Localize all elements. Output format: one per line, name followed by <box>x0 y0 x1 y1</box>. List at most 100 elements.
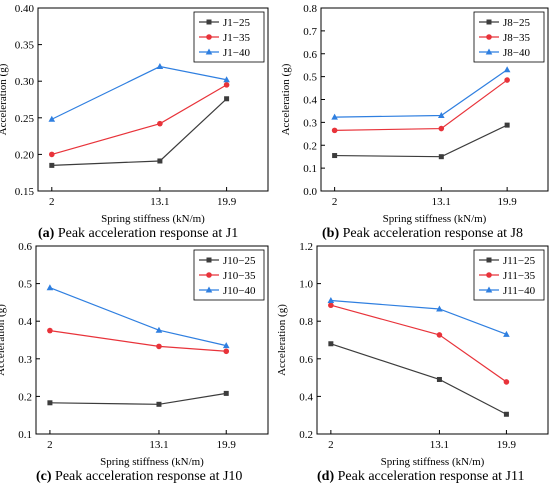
caption-b-text: Peak acceleration response at J8 <box>339 226 523 241</box>
chart-a-xtick-label: 13.1 <box>150 196 169 208</box>
chart-b-legend-label: J8−25 <box>503 17 530 29</box>
chart-a-series-2-point <box>49 151 55 158</box>
chart-a-ytick-label: 0.20 <box>15 149 35 161</box>
caption-d-letter: (d) <box>317 469 335 484</box>
chart-d-legend-swatch-marker <box>486 272 492 278</box>
chart-b-legend-label: J8−40 <box>503 47 530 59</box>
chart-d-legend-swatch-marker <box>485 286 493 293</box>
chart-b-series-2-point <box>331 127 338 134</box>
chart-b-xlabel: Spring stiffness (kN/m) <box>383 213 487 225</box>
caption-a-letter: (a) <box>38 226 55 241</box>
chart-a-series-2-point <box>223 82 230 88</box>
chart-c-legend-swatch-marker <box>205 286 213 293</box>
caption-c: (c) Peak acceleration response at J10 <box>36 469 242 485</box>
chart-b-series-3-line <box>334 69 508 118</box>
chart-c-legend-label: J10−35 <box>223 270 256 282</box>
chart-b-series-1-point <box>504 122 510 128</box>
chart-c-series-2-line <box>49 330 227 352</box>
chart-b-series-2-point <box>438 125 445 132</box>
chart-c-series-1-point <box>47 400 53 406</box>
chart-d-xtick-label: 13.1 <box>430 439 449 451</box>
caption-a-text: Peak acceleration response at J1 <box>54 226 239 241</box>
chart-b-xtick-label: 13.1 <box>432 196 451 208</box>
chart-b-ylabel: Acceleration (g) <box>280 63 292 135</box>
chart-b-series-3-point <box>503 66 511 73</box>
caption-a: (a) Peak acceleration response at J1 <box>38 226 238 242</box>
chart-d-series-1-point <box>503 411 509 417</box>
chart-b-series-1-point <box>438 154 444 160</box>
chart-b-ytick-label: 0.6 <box>303 49 317 61</box>
chart-b-series-3-point <box>438 112 445 119</box>
chart-a-legend: J1−25 J1−35 J1−40 <box>193 11 265 63</box>
chart-c-series-3-point <box>222 342 230 349</box>
chart-c-legend-label: J10−25 <box>223 255 256 267</box>
chart-c-xtick-label: 19.9 <box>217 439 237 451</box>
chart-c-series-3-point <box>46 284 54 291</box>
chart-a-legend-label: J1−40 <box>223 47 250 59</box>
chart-d-legend-label: J11−40 <box>503 285 536 297</box>
chart-a-ytick-label: 0.30 <box>15 76 35 88</box>
chart-c-legend-label: J10−40 <box>223 285 256 297</box>
chart-d-series-2-point <box>436 332 443 338</box>
chart-a-series-1-point <box>157 158 163 164</box>
chart-a-series-1-point <box>224 96 230 102</box>
chart-a-ytick-label: 0.40 <box>15 3 35 15</box>
chart-d-ytick-label: 0.8 <box>299 316 313 328</box>
chart-c-ytick-label: 0.4 <box>18 316 32 328</box>
chart-b-series-1-point <box>332 153 338 159</box>
chart-c: 0.1 0.2 0.3 0.4 0.5 0.6 2 13.1 19.9 Spring stiffn… <box>0 241 269 468</box>
chart-a-ylabel: Acceleration (g) <box>0 63 9 135</box>
chart-a-legend-label: J1−35 <box>223 32 250 44</box>
chart-b-xtick-label: 19.9 <box>498 196 518 208</box>
chart-b-ytick-label: 0.7 <box>303 26 317 38</box>
chart-b-ytick-label: 0.0 <box>303 186 317 198</box>
chart-c-ytick-label: 0.3 <box>18 354 32 366</box>
chart-c-legend: J10−25 J10−35 J10−40 <box>193 249 265 301</box>
chart-c-ytick-label: 0.1 <box>18 429 32 441</box>
chart-b-ytick-label: 0.8 <box>303 3 317 15</box>
chart-d-ylabel: Acceleration (g) <box>276 304 288 376</box>
chart-c-series-2-point <box>47 327 53 334</box>
chart-c-ylabel: Acceleration (g) <box>0 304 7 376</box>
chart-d-series-3-point <box>436 305 443 312</box>
chart-c-xlabel: Spring stiffness (kN/m) <box>100 456 204 468</box>
chart-b-legend: J8−25 J8−35 J8−40 <box>473 11 545 63</box>
chart-a-xtick-label: 2 <box>49 196 55 208</box>
caption-c-letter: (c) <box>36 469 52 484</box>
chart-a-series-1-point <box>49 162 55 168</box>
chart-a-frame <box>37 7 269 192</box>
chart-d-legend-swatch-marker <box>486 257 492 263</box>
caption-d-text: Peak acceleration response at J11 <box>334 469 525 484</box>
chart-b-ytick-label: 0.5 <box>303 72 317 84</box>
chart-c-series-1-point <box>156 401 162 407</box>
chart-a-legend-label: J1−25 <box>223 17 250 29</box>
chart-c-ytick-label: 0.6 <box>18 241 32 253</box>
chart-b-xtick-label: 2 <box>332 196 338 208</box>
chart-c-ytick-label: 0.2 <box>18 391 32 403</box>
chart-c-frame <box>35 245 269 435</box>
chart-d-series-3-point <box>503 330 510 337</box>
chart-c-series-2-point <box>223 348 230 355</box>
chart-d-legend-label: J11−25 <box>503 255 536 267</box>
caption-b-letter: (b) <box>322 226 340 241</box>
chart-c-legend-swatch-marker <box>206 272 212 278</box>
chart-d-series-2-point <box>328 302 334 309</box>
chart-b-series-2-point <box>504 77 510 83</box>
chart-d-ytick-label: 1.2 <box>299 241 313 253</box>
caption-d: (d) Peak acceleration response at J11 <box>317 469 524 485</box>
chart-d-ytick-label: 0.2 <box>299 429 313 441</box>
chart-b-ytick-label: 0.4 <box>303 95 317 107</box>
chart-a-series-1-line <box>51 98 228 166</box>
chart-c-series-2-point <box>156 343 162 350</box>
chart-d-xtick-label: 2 <box>328 439 334 451</box>
chart-d-series-1-line <box>330 343 507 415</box>
chart-a: 0.15 0.20 0.25 0.30 0.35 0.40 2 13.1 19.9 Spring … <box>0 3 269 225</box>
chart-a-ytick-label: 0.15 <box>15 186 35 198</box>
chart-d-xlabel: Spring stiffness (kN/m) <box>381 456 485 468</box>
chart-d: 0.2 0.4 0.6 0.8 1.0 1.2 2 13.1 19.9 Spring stiffn… <box>276 241 549 468</box>
chart-a-series-2-line <box>51 84 227 155</box>
chart-b-series-3-point <box>331 113 338 120</box>
chart-d-series-1-point <box>328 341 334 347</box>
